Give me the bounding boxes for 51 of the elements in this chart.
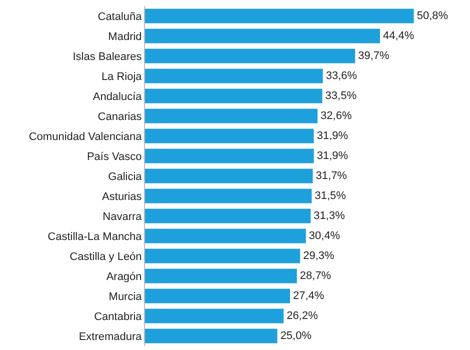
bar (145, 28, 380, 44)
y-tick-label: Andalucía (92, 90, 143, 103)
data-label: 33,6% (326, 70, 358, 82)
bar (145, 168, 313, 184)
data-label: 44,4% (382, 30, 414, 42)
data-label: 25,0% (280, 330, 312, 342)
bar (145, 48, 356, 64)
data-label: 31,7% (316, 170, 348, 182)
data-label: 31,3% (314, 210, 346, 222)
data-label: 33,5% (325, 90, 357, 102)
bar (145, 8, 414, 24)
data-label: 30,4% (308, 230, 340, 242)
data-label: 29,3% (303, 250, 334, 262)
bar (145, 208, 311, 224)
bar (145, 188, 312, 204)
data-label: 27,4% (293, 290, 324, 302)
data-label: 39,7% (358, 50, 390, 62)
data-label: 50,8% (416, 10, 448, 22)
y-tick-label: Cantabria (94, 310, 143, 323)
bar (145, 68, 323, 84)
y-tick-label: Navarra (102, 210, 143, 223)
y-tick-label: País Vasco (86, 150, 142, 163)
y-tick-label: Comunidad Valenciana (28, 130, 143, 143)
y-tick-label: Canarias (98, 110, 142, 123)
y-tick-label: Cataluña (98, 10, 143, 23)
bar (145, 288, 290, 304)
y-tick-label: Aragón (106, 270, 142, 283)
y-tick-label: Extremadura (78, 330, 143, 343)
bar (145, 248, 300, 264)
y-tick-label: Madrid (108, 30, 142, 43)
bar (145, 268, 297, 284)
bar (145, 308, 284, 324)
y-tick-label: Galicia (108, 170, 143, 183)
data-label: 31,5% (314, 190, 346, 202)
bar (145, 108, 318, 124)
bar (145, 128, 314, 144)
bar (145, 328, 278, 344)
data-label: 32,6% (320, 110, 352, 122)
y-tick-label: Castilla-La Mancha (48, 230, 143, 243)
data-label: 28,7% (300, 270, 332, 282)
data-label: 31,9% (316, 150, 348, 162)
data-label: 26,2% (286, 310, 318, 322)
y-tick-label: Castilla y León (70, 250, 142, 263)
bar (145, 228, 306, 244)
data-label: 31,9% (316, 130, 348, 142)
y-tick-label: Murcia (108, 290, 143, 303)
bar (145, 148, 314, 164)
y-tick-label: La Rioja (101, 70, 143, 83)
y-tick-label: Asturias (102, 190, 142, 203)
y-tick-label: Islas Baleares (72, 50, 142, 63)
bar (145, 88, 322, 104)
